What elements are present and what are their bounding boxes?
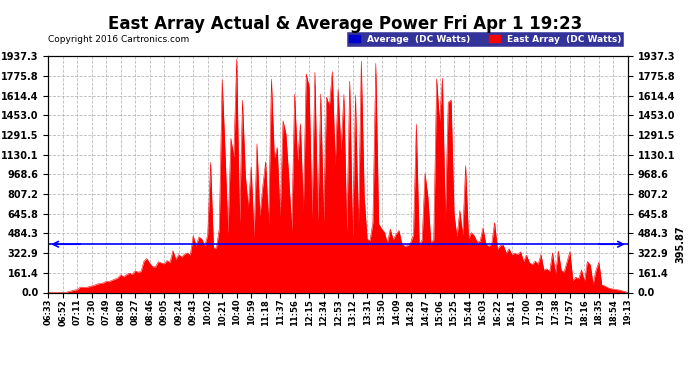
Legend: Average  (DC Watts), East Array  (DC Watts): Average (DC Watts), East Array (DC Watts… bbox=[347, 32, 623, 46]
Text: Copyright 2016 Cartronics.com: Copyright 2016 Cartronics.com bbox=[48, 36, 190, 45]
Text: 395.87: 395.87 bbox=[675, 225, 685, 263]
Text: East Array Actual & Average Power Fri Apr 1 19:23: East Array Actual & Average Power Fri Ap… bbox=[108, 15, 582, 33]
Text: 395.87: 395.87 bbox=[0, 225, 1, 263]
